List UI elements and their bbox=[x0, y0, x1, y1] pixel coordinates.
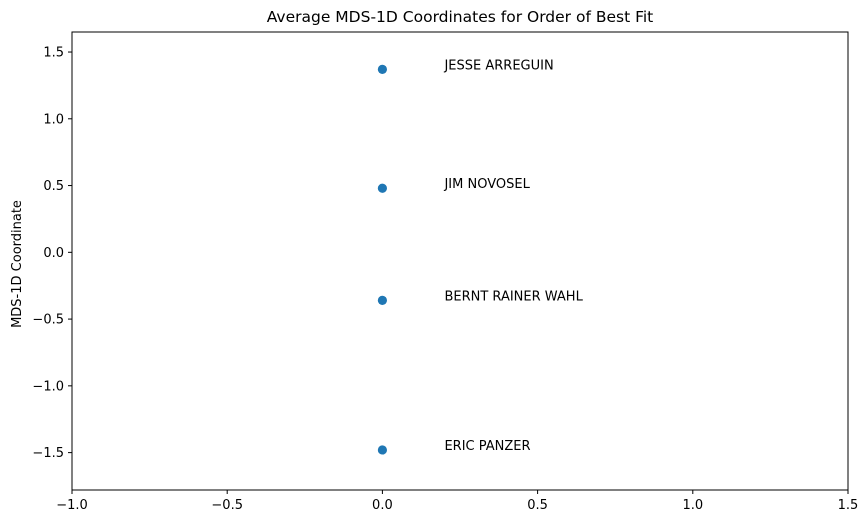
point-label: JIM NOVOSEL bbox=[443, 177, 530, 192]
point-label: ERIC PANZER bbox=[444, 439, 530, 454]
y-tick-label: −1.0 bbox=[32, 379, 64, 394]
x-tick-label: 1.0 bbox=[682, 498, 703, 513]
y-axis-label: MDS-1D Coordinate bbox=[10, 200, 25, 328]
y-tick-label: 1.5 bbox=[43, 46, 64, 61]
x-tick-label: 0.0 bbox=[372, 498, 393, 513]
x-tick-label: −1.0 bbox=[56, 498, 88, 513]
y-tick-label: 0.5 bbox=[43, 179, 64, 194]
plot-frame bbox=[71, 31, 849, 491]
x-tick-label: 1.5 bbox=[838, 498, 859, 513]
data-point bbox=[377, 295, 387, 305]
data-point bbox=[377, 183, 387, 193]
plot-area: −1.0 −0.5 0.0 0.5 1.0 1.5 1.5 1.0 0.5 0.0 −0.5 −1.0… bbox=[32, 31, 859, 513]
point-label: BERNT RAINER WAHL bbox=[444, 289, 583, 304]
x-tick-label: 0.5 bbox=[527, 498, 548, 513]
data-point bbox=[377, 64, 387, 74]
y-tick-label: 0.0 bbox=[43, 246, 64, 261]
x-tick-label: −0.5 bbox=[211, 498, 243, 513]
chart-title: Average MDS-1D Coordinates for Order of … bbox=[267, 8, 654, 26]
y-tick-label: −0.5 bbox=[32, 313, 64, 328]
point-label: JESSE ARREGUIN bbox=[443, 58, 553, 73]
y-tick-label: 1.0 bbox=[43, 112, 64, 127]
y-tick-label: −1.5 bbox=[32, 446, 64, 461]
data-point bbox=[377, 445, 387, 455]
